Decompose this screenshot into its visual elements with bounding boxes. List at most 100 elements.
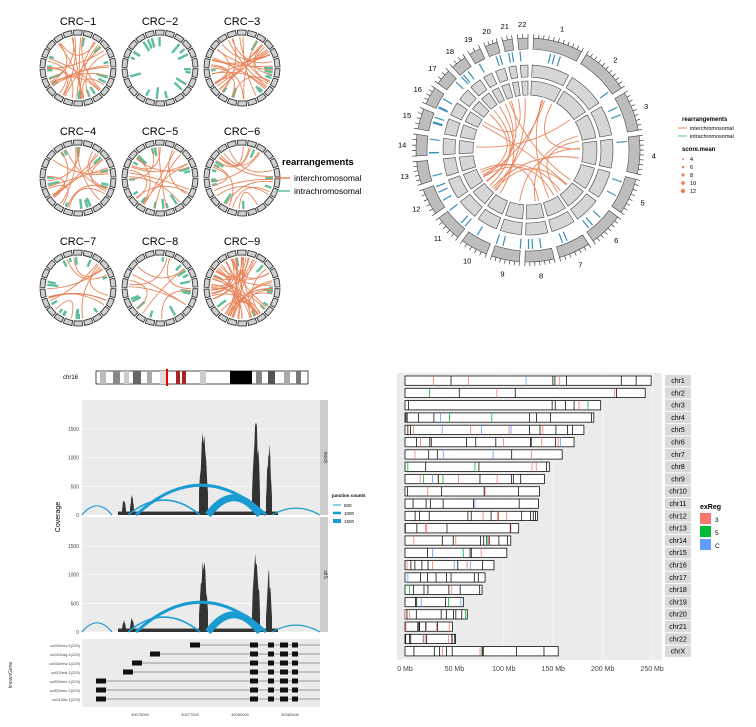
intra-link bbox=[182, 273, 189, 279]
intra-link bbox=[64, 202, 69, 207]
ideogram-segment bbox=[205, 157, 215, 169]
karyogram-row: chr11 bbox=[404, 498, 691, 510]
inter-chord bbox=[81, 37, 101, 90]
inter-chord bbox=[224, 257, 238, 315]
intra-link bbox=[83, 199, 89, 208]
score-mark bbox=[460, 76, 469, 85]
circos-band bbox=[452, 57, 472, 76]
circos-tick bbox=[487, 41, 490, 46]
intra-link bbox=[81, 37, 86, 47]
score-mark bbox=[438, 106, 449, 112]
ideogram-segment bbox=[135, 143, 146, 154]
intra-link bbox=[249, 149, 256, 159]
circos-band bbox=[484, 41, 501, 58]
circos-tick bbox=[416, 117, 421, 120]
ideogram-segment bbox=[53, 143, 64, 154]
circos-tick bbox=[558, 38, 560, 43]
karyogram-row: chr21 bbox=[404, 621, 691, 633]
row-strip bbox=[665, 571, 691, 584]
circos-band bbox=[626, 135, 641, 175]
ideogram-segment bbox=[135, 93, 147, 103]
inter-chord bbox=[48, 185, 69, 206]
intra-link bbox=[221, 87, 228, 94]
inter-chord bbox=[476, 119, 571, 148]
inter-chord bbox=[216, 186, 269, 197]
chromosome-label: chr3 bbox=[671, 403, 685, 410]
score-mark bbox=[464, 218, 472, 227]
circos-tick bbox=[449, 64, 453, 68]
circos-tick bbox=[636, 179, 641, 181]
circos-band bbox=[502, 38, 515, 52]
inter-chord bbox=[213, 178, 273, 192]
circos-tick bbox=[483, 42, 486, 47]
ideogram-segment bbox=[236, 249, 247, 256]
row-strip bbox=[665, 633, 691, 645]
inter-chord bbox=[215, 271, 270, 281]
ideogram-segment bbox=[99, 39, 110, 50]
circos-tick bbox=[422, 101, 427, 105]
circos-tick bbox=[414, 127, 419, 130]
coverage-peak bbox=[199, 432, 208, 515]
exon bbox=[268, 687, 274, 693]
circos-band bbox=[501, 83, 514, 100]
chromosome-2: 2 bbox=[556, 50, 625, 121]
exon bbox=[250, 669, 258, 675]
score-mark bbox=[476, 226, 483, 236]
ideogram-segment bbox=[45, 39, 57, 51]
exon bbox=[250, 642, 258, 648]
intra-link bbox=[132, 161, 139, 166]
ideogram-segment bbox=[46, 86, 57, 97]
circos-band bbox=[450, 102, 468, 121]
circos-tick bbox=[442, 226, 447, 230]
legend-label: intrachromosomal bbox=[294, 186, 362, 196]
ideogram-segment bbox=[45, 149, 57, 161]
transcript-label: uc002eev.1(229) bbox=[50, 643, 80, 648]
circos-band bbox=[444, 118, 461, 137]
inter-chord bbox=[229, 259, 255, 317]
ideogram-segment bbox=[82, 140, 94, 149]
ideogram-segment bbox=[203, 277, 211, 288]
inter-chord bbox=[47, 175, 65, 199]
score-mark bbox=[463, 74, 471, 83]
legend-label: interchromosomal bbox=[690, 126, 734, 132]
circos-tick bbox=[455, 237, 459, 241]
row-strip bbox=[665, 473, 691, 485]
ideogram-band bbox=[160, 371, 166, 384]
junction-arc bbox=[271, 624, 321, 633]
junction-arc bbox=[134, 483, 268, 517]
chromosome-label: chr15 bbox=[669, 550, 687, 557]
karyogram-row: chr22 bbox=[404, 633, 691, 645]
ideogram-segment bbox=[83, 207, 94, 216]
circos-tick bbox=[626, 95, 631, 98]
inter-chord bbox=[143, 150, 176, 205]
chromosome-bar bbox=[404, 523, 520, 534]
chromosome-label: chrX bbox=[671, 649, 686, 656]
circle-plot bbox=[203, 29, 281, 107]
chromosome-bar bbox=[404, 596, 464, 608]
karyogram-row: chrX bbox=[404, 645, 691, 657]
circos-tick bbox=[620, 212, 625, 215]
inter-chord bbox=[210, 287, 261, 314]
circle-plot bbox=[203, 139, 281, 217]
inter-chord bbox=[212, 57, 266, 90]
ideogram-segment bbox=[209, 259, 221, 271]
legend-title: rearrangements bbox=[682, 117, 728, 123]
intra-link bbox=[175, 264, 182, 272]
chromosome-label: chr18 bbox=[669, 587, 687, 594]
circos-band bbox=[422, 185, 446, 214]
ideogram-segment bbox=[109, 288, 117, 299]
circos-band bbox=[532, 37, 582, 62]
intra-link bbox=[103, 60, 109, 65]
ideogram-segment bbox=[109, 277, 117, 288]
intra-link bbox=[149, 310, 154, 318]
x-tick-label: 250 Mb bbox=[640, 666, 663, 673]
ideogram-segment bbox=[99, 149, 110, 160]
ideogram-segment bbox=[45, 259, 57, 271]
ideogram-highlight bbox=[166, 369, 168, 386]
score-mark bbox=[539, 238, 542, 249]
ideogram-segment bbox=[99, 259, 110, 270]
ideogram-band bbox=[200, 371, 206, 384]
circos-tick bbox=[639, 134, 644, 136]
inter-chord bbox=[129, 257, 168, 286]
inter-chord bbox=[491, 156, 580, 188]
